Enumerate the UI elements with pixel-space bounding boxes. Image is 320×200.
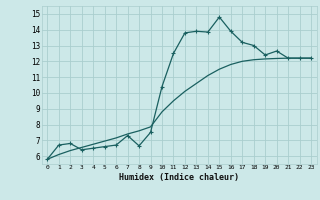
X-axis label: Humidex (Indice chaleur): Humidex (Indice chaleur) xyxy=(119,173,239,182)
